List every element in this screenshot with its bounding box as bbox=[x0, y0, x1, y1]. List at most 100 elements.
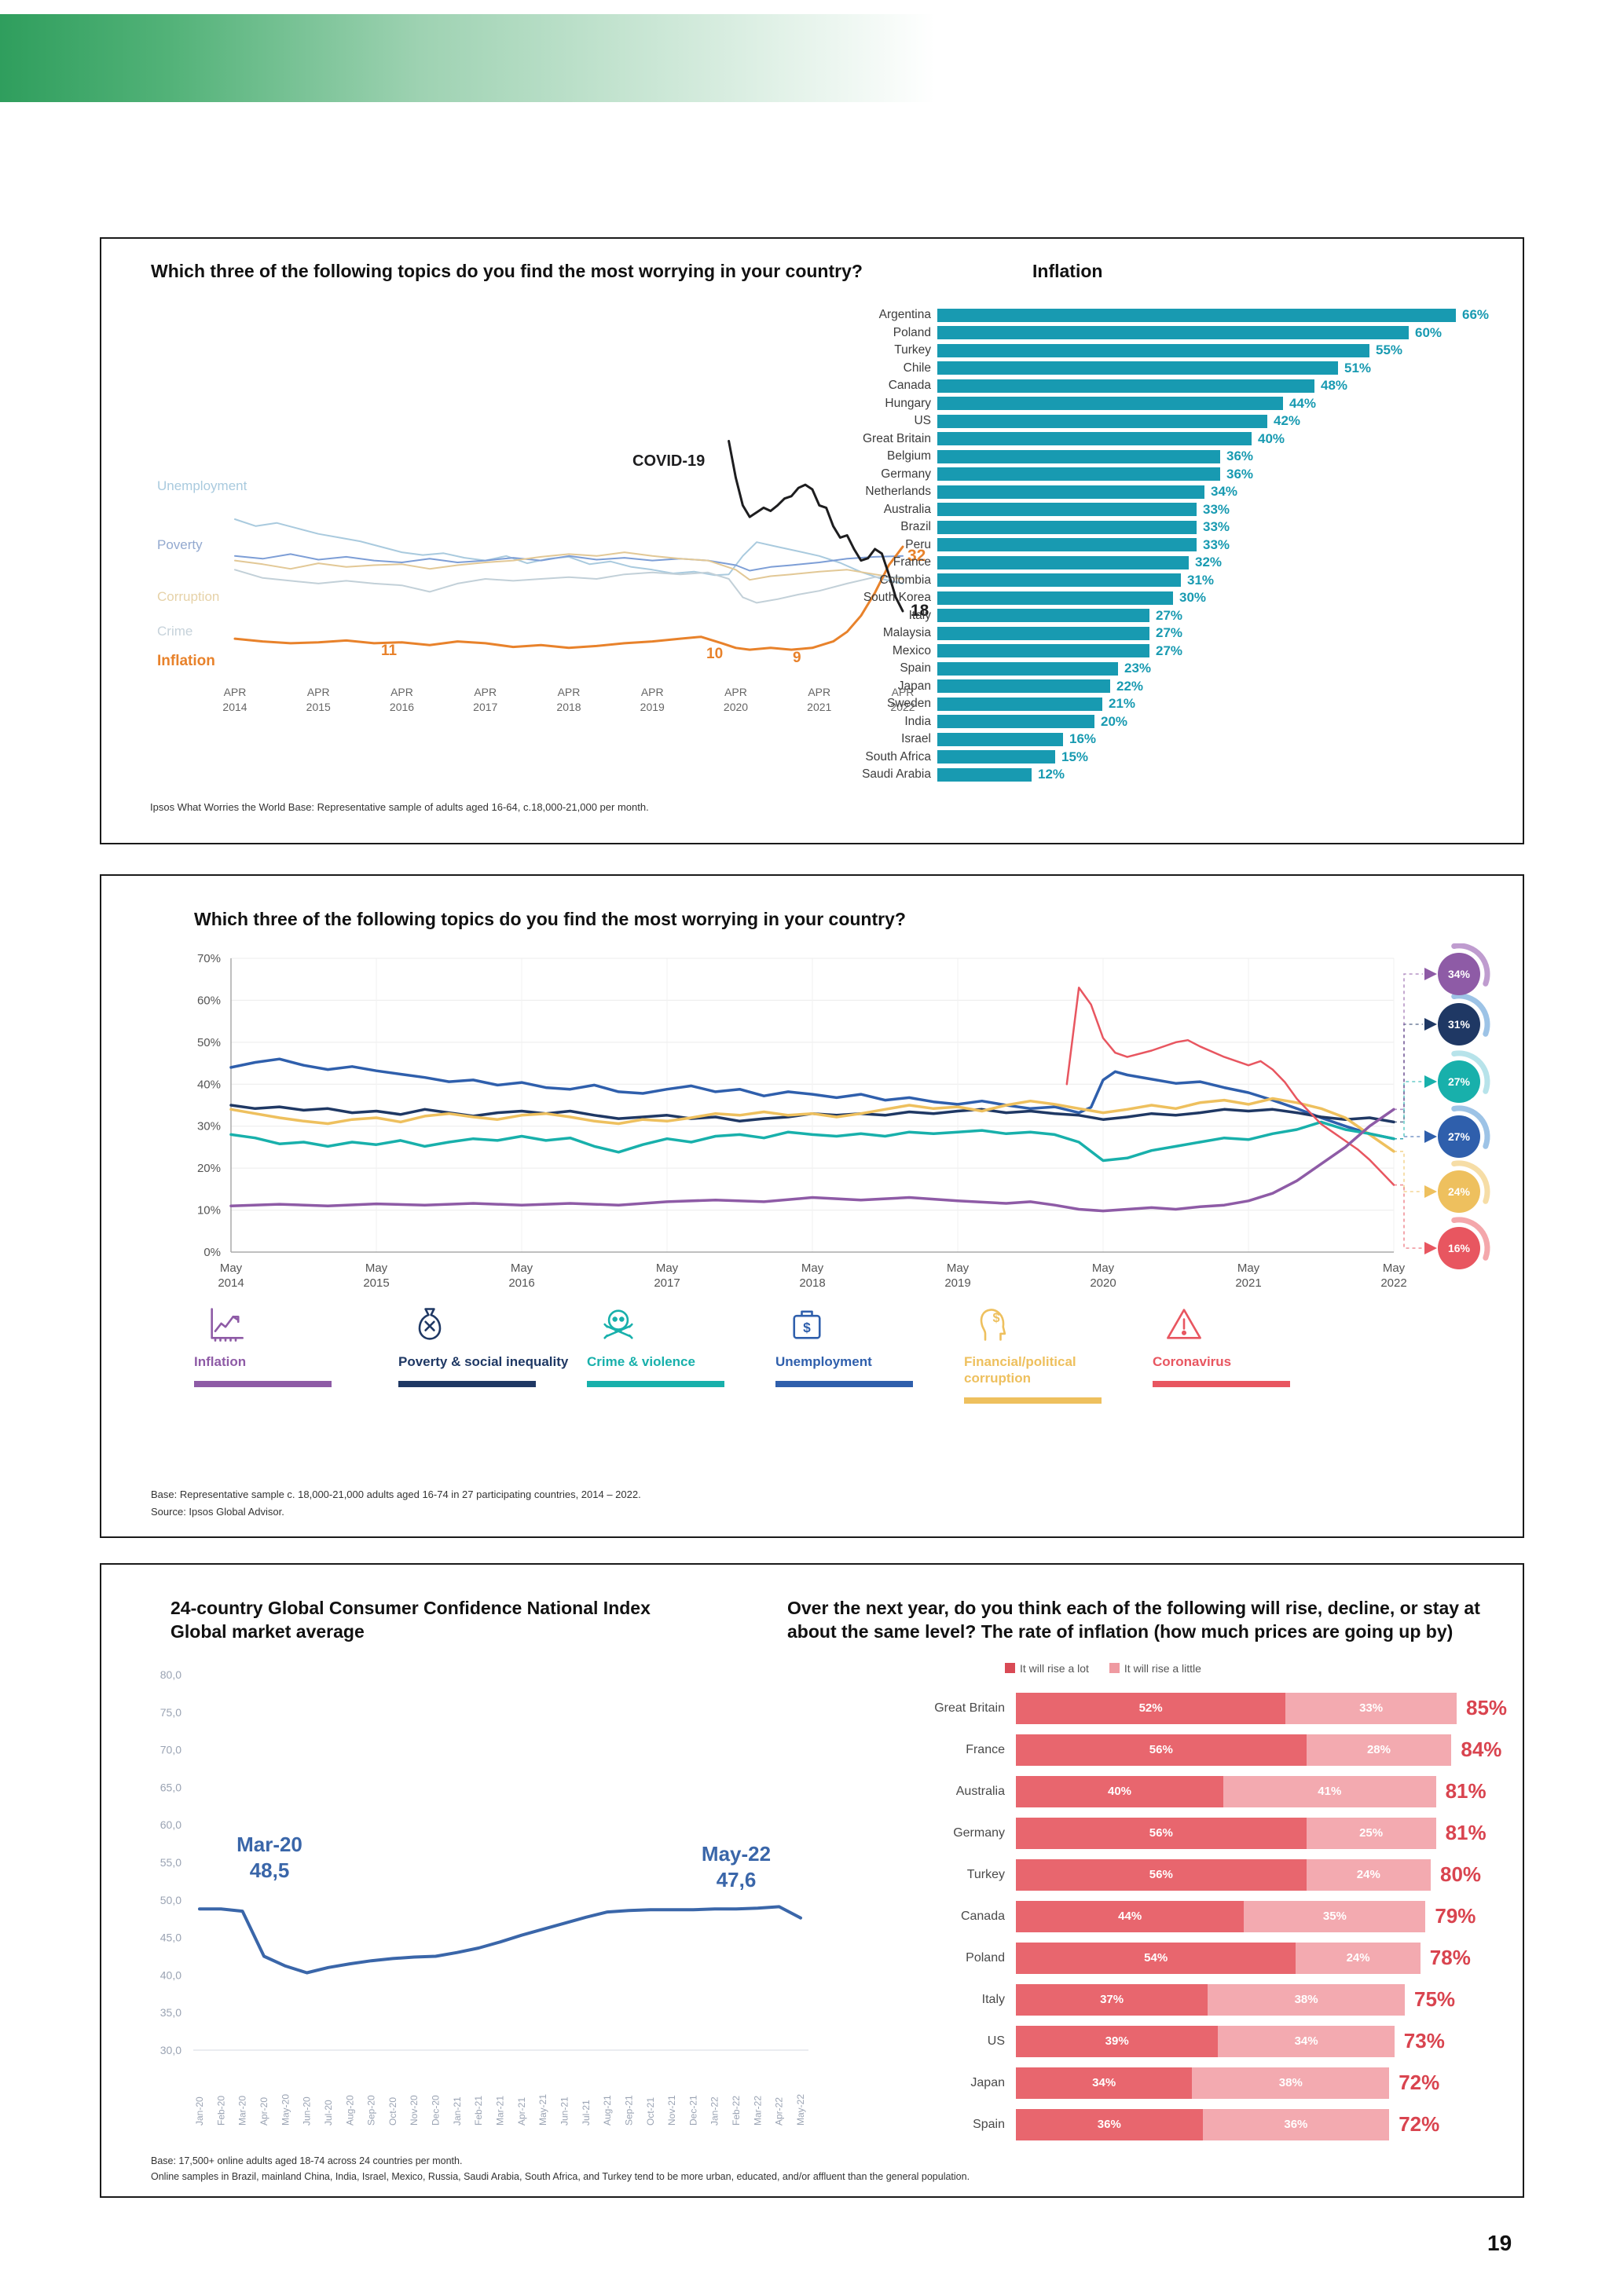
stacked-country-label: Great Britain bbox=[934, 1701, 1005, 1715]
annotation-may-22: May-22 47,6 bbox=[701, 1842, 772, 1891]
bar-value: 36% bbox=[1226, 449, 1254, 464]
bar-country-label: Japan bbox=[897, 679, 931, 693]
x-tick-month: May bbox=[511, 1262, 533, 1275]
panel1-footnote: Ipsos What Worries the World Base: Repre… bbox=[150, 801, 649, 813]
legend-label: Financial/political corruption bbox=[964, 1354, 1076, 1386]
legend-text: It will rise a little bbox=[1124, 1662, 1201, 1675]
badge-arc bbox=[1451, 993, 1490, 1037]
y-tick-label: 50% bbox=[197, 1036, 221, 1049]
stacked-country-label: Spain bbox=[973, 2117, 1005, 2131]
inflation-annotation-11: 11 bbox=[381, 643, 398, 659]
line-unemployment bbox=[234, 518, 904, 584]
series-label-unemployment: Unemployment bbox=[157, 478, 247, 493]
stacked-row-italy: Italy 37% 38% 75% bbox=[808, 1979, 1507, 2020]
inflation-bar-chart-title: Inflation bbox=[1032, 261, 1103, 281]
segment-rise-a-lot: 37% bbox=[1016, 1983, 1208, 2016]
y-tick-label: 40,0 bbox=[160, 1968, 181, 1981]
bar bbox=[937, 626, 1149, 640]
stacked-bar: 56% 25% bbox=[1016, 1817, 1436, 1849]
poverty-icon bbox=[409, 1304, 575, 1349]
stacked-country-label: Canada bbox=[960, 1909, 1005, 1923]
y-tick-label: 10% bbox=[197, 1204, 221, 1218]
x-tick-month: May bbox=[656, 1262, 679, 1275]
x-tick-label: Sep-20 bbox=[366, 2095, 377, 2126]
segment-rise-a-little: 41% bbox=[1223, 1775, 1436, 1807]
inflation-expectation-bars: Great Britain 52% 33% 85% France 56% 28% 84% Aus… bbox=[808, 1687, 1507, 2145]
segment-rise-a-little: 38% bbox=[1208, 1983, 1405, 2016]
badge-value: 34% bbox=[1448, 968, 1471, 980]
x-tick-label: Jan-20 bbox=[194, 2096, 205, 2126]
crime-icon bbox=[598, 1304, 764, 1349]
x-tick-label: Mar-22 bbox=[752, 2096, 763, 2126]
x-tick-month: APR bbox=[390, 686, 413, 698]
badge-leader bbox=[1394, 973, 1423, 1111]
segment-rise-a-lot: 40% bbox=[1016, 1775, 1223, 1807]
panel2-title: Which three of the following topics do y… bbox=[194, 909, 906, 929]
stacked-total: 85% bbox=[1465, 1696, 1508, 1719]
stacked-bar: 56% 28% bbox=[1016, 1734, 1452, 1766]
badge-leader bbox=[1394, 1136, 1423, 1140]
x-tick-label: Oct-20 bbox=[387, 2097, 398, 2126]
page-number: 19 bbox=[1487, 2231, 1512, 2255]
y-tick-label: 40% bbox=[197, 1078, 221, 1091]
y-tick-label: 70,0 bbox=[160, 1744, 181, 1756]
x-tick-year: 2021 bbox=[807, 701, 831, 713]
x-tick-label: Dec-21 bbox=[687, 2095, 698, 2126]
line-poverty bbox=[234, 553, 904, 572]
x-tick-label: Aug-20 bbox=[344, 2095, 355, 2126]
legend-text: It will rise a lot bbox=[1020, 1662, 1089, 1675]
bar bbox=[937, 767, 1032, 782]
stacked-country-label: Germany bbox=[953, 1825, 1005, 1840]
y-tick-label: 60,0 bbox=[160, 1818, 181, 1831]
bar-row-belgium: Belgium 36% bbox=[101, 448, 1523, 466]
x-tick-label: Nov-20 bbox=[409, 2095, 420, 2126]
badge-arc bbox=[1451, 1160, 1490, 1204]
segment-rise-a-lot: 56% bbox=[1016, 1817, 1307, 1849]
segment-rise-a-little: 28% bbox=[1306, 1734, 1452, 1766]
badge-value: 27% bbox=[1448, 1075, 1471, 1088]
stacked-row-great-britain: Great Britain 52% 33% 85% bbox=[808, 1687, 1507, 1729]
segment-rise-a-lot: 34% bbox=[1016, 2067, 1193, 2099]
stacked-row-germany: Germany 56% 25% 81% bbox=[808, 1812, 1507, 1854]
x-tick-month: May bbox=[801, 1262, 824, 1275]
bar-row-hungary: Hungary 44% bbox=[101, 395, 1523, 413]
legend-color-bar bbox=[587, 1381, 724, 1387]
bar bbox=[937, 503, 1197, 517]
x-tick-label: Apr-21 bbox=[516, 2097, 527, 2126]
series-label-crime: Crime bbox=[157, 624, 193, 639]
legend-item-coronavirus: Coronavirus bbox=[1153, 1304, 1329, 1387]
stacked-total: 78% bbox=[1429, 1946, 1471, 1969]
legend-swatch bbox=[1005, 1663, 1015, 1673]
inflation-expectation-title: Over the next year, do you think each of… bbox=[787, 1598, 1480, 1642]
inflation-bar-chart: Argentina 66% Poland 60% Turkey 55% Chile 51% Ca… bbox=[101, 306, 1523, 784]
covid-line-label: COVID-19 bbox=[632, 452, 706, 470]
legend-item-inflation: Inflation bbox=[194, 1304, 371, 1387]
x-tick-year: 2022 bbox=[1380, 1276, 1406, 1290]
badge-arc bbox=[1451, 1105, 1490, 1149]
x-tick-label: Jan-21 bbox=[452, 2096, 463, 2126]
y-tick-label: 60% bbox=[197, 994, 221, 1007]
bar bbox=[937, 697, 1102, 711]
bar bbox=[937, 732, 1063, 746]
bar-value: 12% bbox=[1038, 767, 1065, 782]
x-tick-month: May bbox=[1237, 1262, 1260, 1275]
stacked-country-label: Poland bbox=[966, 1950, 1005, 1965]
segment-rise-a-lot: 52% bbox=[1016, 1692, 1286, 1724]
segment-rise-a-little: 38% bbox=[1192, 2067, 1390, 2099]
bar bbox=[937, 555, 1189, 569]
bar-value: 55% bbox=[1376, 342, 1403, 358]
panel-what-worries-may: Which three of the following topics do y… bbox=[100, 874, 1524, 1538]
line-covid-19 bbox=[728, 440, 904, 613]
stacked-bar: 34% 38% bbox=[1016, 2067, 1390, 2099]
stacked-row-spain: Spain 36% 36% 72% bbox=[808, 2104, 1507, 2145]
bar-value: 33% bbox=[1203, 536, 1230, 552]
badge-value: 16% bbox=[1448, 1242, 1471, 1254]
line-inflation bbox=[233, 545, 904, 651]
legend-label: Coronavirus bbox=[1153, 1354, 1232, 1369]
bar-value: 44% bbox=[1289, 395, 1317, 411]
x-tick-label: Jun-21 bbox=[559, 2096, 570, 2126]
bar-row-saudi-arabia: Saudi Arabia 12% bbox=[101, 766, 1523, 784]
panel2-footnote-source: Source: Ipsos Global Advisor. bbox=[151, 1506, 284, 1518]
bar-value: 66% bbox=[1462, 307, 1490, 323]
panel1-title: Which three of the following topics do y… bbox=[151, 261, 863, 281]
